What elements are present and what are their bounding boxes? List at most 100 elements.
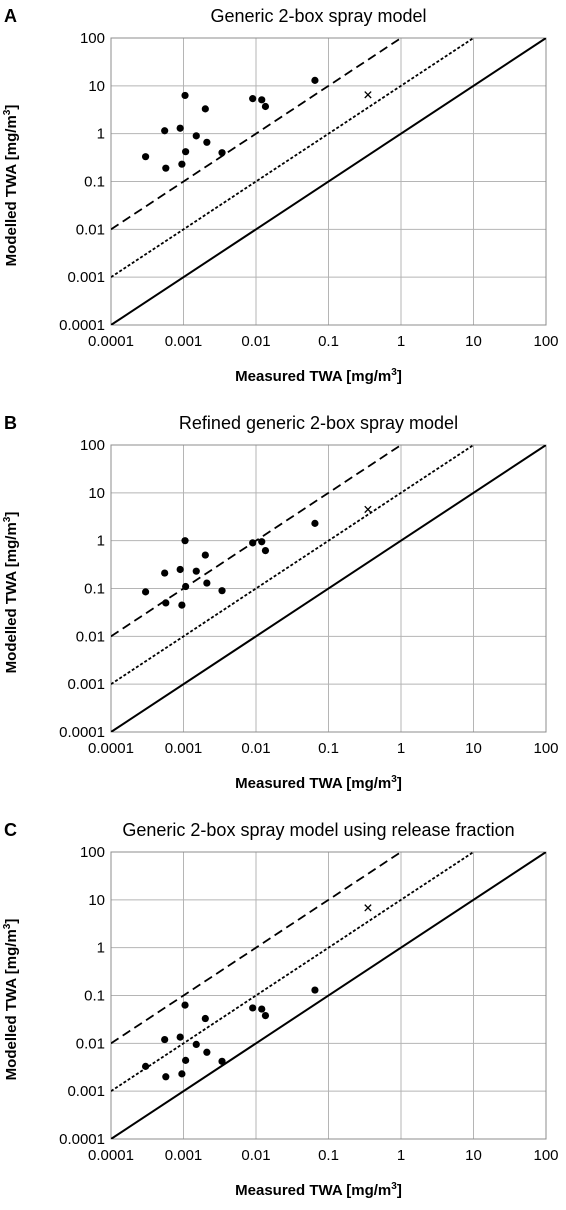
data-point [249,95,257,103]
reference-line-dotted [111,445,474,685]
data-point-cross [364,904,372,912]
reference-line-dotted [111,38,474,278]
data-point [249,539,257,547]
data-point [218,587,226,595]
plot-frame [110,444,547,733]
data-point [162,164,170,172]
reference-line-solid [111,852,546,1139]
reference-line-dotted [111,852,474,1092]
plot-frame [110,851,547,1140]
data-point [203,1048,211,1056]
data-point [181,537,189,545]
x-tick-label: 0.1 [318,740,339,757]
data-point [203,579,211,587]
panel-letter: B [4,413,17,433]
x-tick-label: 0.0001 [88,1147,134,1164]
x-tick-label: 100 [533,1147,558,1164]
data-point [261,1012,270,1020]
y-tick-label: 0.1 [84,581,105,598]
data-point [176,1033,184,1041]
reference-line-dashed [111,852,402,1045]
data-point [201,105,209,113]
data-point [161,127,169,135]
y-tick-label: 1 [97,126,105,143]
y-tick-label: 0.01 [76,221,105,238]
data-point-cross [364,91,372,99]
data-point [141,1062,150,1070]
panel-a: A Generic 2-box spray model 0.0001 0.001 0.0… [2,6,559,385]
x-axis-title: Measured TWA [mg/m3] [235,367,402,385]
data-point [161,569,169,577]
reference-line-solid [111,38,546,325]
x-tick-label: 1 [397,333,405,350]
reference-lines [111,445,546,732]
reference-line-solid [111,445,546,732]
panel-letter: A [4,6,17,26]
x-tick-label: 0.01 [241,740,270,757]
x-tick-label: 0.1 [318,1147,339,1164]
data-point [182,1056,190,1064]
data-point [192,567,200,575]
reference-line-dashed [111,445,402,638]
chart-title: Refined generic 2-box spray model [179,413,458,433]
data-point [201,551,209,559]
y-tick-label: 0.001 [67,676,105,693]
x-tick-label: 1 [397,740,405,757]
y-axis-title: Modelled TWA [mg/m3] [2,105,20,267]
x-tick-label: 1 [397,1147,405,1164]
data-point [182,582,190,591]
data-point [182,148,190,156]
y-tick-label: 10 [88,892,105,909]
data-point [218,149,226,157]
data-point [201,1014,209,1023]
data-point [178,1070,186,1078]
x-axis-title: Measured TWA [mg/m3] [235,774,402,792]
data-point [176,565,184,574]
data-point [203,138,211,146]
data-point [311,519,319,527]
y-tick-label: 100 [80,844,105,861]
reference-line-dashed [111,38,402,231]
x-tick-label: 0.01 [241,333,270,350]
x-tick-label: 10 [465,740,482,757]
y-tick-label: 1 [97,533,105,550]
plot-frame [110,37,547,326]
y-tick-label: 10 [88,78,105,95]
x-tick-label: 0.0001 [88,740,134,757]
data-point [258,538,266,546]
data-point [176,124,184,132]
x-tick-label: 100 [533,333,558,350]
data-point [162,1073,170,1081]
x-axis-title: Measured TWA [mg/m3] [235,1181,402,1199]
y-tick-label: 100 [80,437,105,454]
y-tick-label: 0.001 [67,1083,105,1100]
data-point [218,1057,226,1065]
x-tick-label: 100 [533,740,558,757]
reference-lines [111,852,546,1139]
y-tick-label: 0.0001 [59,724,105,741]
data-point [141,588,150,596]
data-point-cross [364,505,372,514]
y-tick-label: 0.1 [84,988,105,1005]
data-point [181,91,189,100]
data-point [141,153,150,161]
x-tick-label: 10 [465,1147,482,1164]
panel-c: C Generic 2-box spray model using release… [2,820,559,1199]
data-point [261,546,270,555]
y-tick-label: 0.01 [76,1035,105,1052]
y-tick-label: 10 [88,485,105,502]
y-tick-label: 0.01 [76,628,105,645]
x-tick-label: 0.001 [165,740,203,757]
chart-title: Generic 2-box spray model [210,6,426,26]
y-tick-label: 1 [97,940,105,957]
x-tick-label: 0.001 [165,1147,203,1164]
data-point [192,1040,200,1048]
data-point [178,160,186,168]
data-point [178,601,186,609]
data-point [161,1035,169,1044]
data-point [311,76,319,84]
data-point [261,102,270,111]
data-point [258,96,266,104]
data-point [311,986,319,994]
